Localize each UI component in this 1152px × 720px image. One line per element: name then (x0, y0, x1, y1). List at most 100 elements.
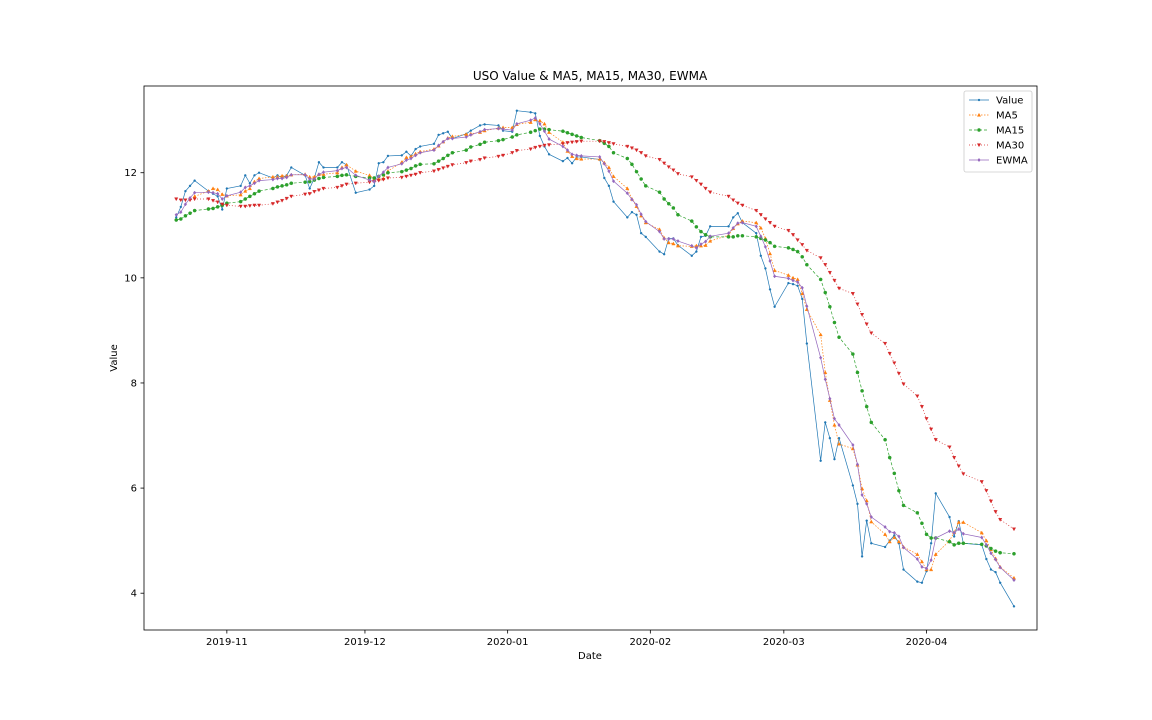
data-point-ewma (892, 530, 896, 535)
data-point-ma15 (574, 134, 579, 138)
data-point-ma5 (979, 530, 984, 535)
data-point-ma30 (772, 224, 777, 229)
data-point-ma30 (482, 156, 487, 161)
data-point-ma5 (666, 240, 671, 245)
data-point-ma30 (956, 464, 961, 469)
data-point-ewma (464, 134, 468, 140)
data-point-ma15 (303, 180, 307, 184)
data-point-ma5 (579, 156, 584, 161)
legend-item-ma15: MA15 (969, 126, 1024, 137)
data-point-ewma (542, 129, 547, 134)
data-point-ewma (533, 116, 537, 121)
data-point-ewma (671, 236, 675, 241)
data-point-ma30 (385, 176, 391, 181)
data-point-ma30 (270, 202, 275, 206)
data-point-ewma (335, 168, 339, 173)
data-point-ewma (832, 416, 837, 421)
data-point-ma15 (257, 189, 261, 193)
data-point-value (354, 191, 357, 194)
data-point-value (920, 581, 924, 584)
data-point-ma30 (602, 140, 607, 144)
data-point-ewma (961, 531, 965, 536)
x-axis: 2019-11 2019-12 2020-01 2020-02 2020-03 2020-… (206, 630, 947, 648)
data-point-ma15 (515, 133, 519, 137)
x-tick-label: 2020-01 (487, 637, 529, 648)
data-point-ma30 (731, 198, 736, 203)
data-point-value (787, 281, 790, 285)
data-point-ma5 (915, 552, 920, 556)
data-point-value (1012, 605, 1016, 608)
data-point-value (193, 179, 196, 182)
data-point-value (851, 484, 855, 487)
data-point-ewma (561, 144, 565, 149)
data-point-ma15 (206, 207, 211, 211)
data-point-ewma (381, 170, 385, 175)
data-point-ma15 (248, 194, 252, 199)
data-point-ma30 (754, 209, 759, 213)
data-point-ma15 (823, 290, 828, 295)
data-point-value (759, 254, 763, 257)
data-point-ma15 (703, 232, 708, 237)
data-point-ewma (174, 212, 178, 217)
data-point-ma15 (676, 212, 680, 217)
data-point-ma15 (837, 335, 841, 340)
data-point-ma30 (790, 233, 796, 237)
data-point-ma30 (418, 171, 423, 175)
data-point-ma30 (579, 139, 584, 144)
data-point-ewma (786, 276, 791, 281)
data-point-ma5 (353, 169, 358, 173)
data-point-ma30 (257, 203, 262, 208)
data-point-value (860, 555, 864, 558)
data-point-ma30 (514, 149, 519, 153)
data-point-ma5 (542, 121, 547, 126)
data-point-ewma (699, 242, 703, 247)
data-point-ma30 (800, 243, 805, 247)
data-point-value (612, 200, 615, 203)
data-point-ewma (639, 212, 643, 217)
data-point-ewma (404, 158, 408, 163)
data-point-value (340, 161, 344, 164)
data-point-value (796, 284, 799, 287)
data-point-ewma (216, 191, 220, 196)
data-point-ma30 (708, 190, 713, 195)
y-axis-title: Value (109, 344, 120, 371)
data-point-ma30 (574, 140, 579, 144)
data-point-ma15 (174, 218, 179, 222)
data-point-ewma (920, 564, 924, 569)
data-point-ma30 (441, 166, 446, 171)
data-point-ma15 (625, 156, 630, 161)
data-point-ewma (413, 153, 418, 158)
data-point-value (929, 542, 933, 545)
data-point-ma15 (211, 206, 215, 211)
data-point-ma30 (376, 179, 381, 183)
data-point-ma5 (896, 539, 901, 544)
data-point-ewma (400, 161, 404, 166)
data-point-ma30 (560, 142, 565, 146)
x-tick-label: 2020-04 (906, 637, 948, 648)
data-point-ewma (321, 170, 326, 175)
data-point-ma5 (703, 243, 708, 247)
data-point-ewma (989, 551, 993, 556)
data-point-ma15 (699, 229, 703, 234)
data-point-value (828, 436, 832, 440)
data-point-ewma (308, 177, 312, 182)
data-point-ewma (289, 172, 293, 177)
data-point-ma15 (735, 233, 740, 238)
data-point-ma5 (243, 189, 248, 193)
data-point-ewma (694, 245, 698, 250)
data-point-ewma (575, 153, 579, 158)
data-point-ma15 (215, 205, 220, 209)
data-point-ewma (285, 175, 289, 180)
data-point-ma15 (832, 320, 837, 325)
data-point-ewma (344, 165, 349, 170)
data-point-ma15 (335, 174, 340, 179)
data-point-value (405, 150, 408, 153)
data-point-ma30 (915, 394, 920, 399)
data-point-ma30 (215, 200, 220, 205)
data-point-ma30 (307, 192, 312, 196)
data-point-value (736, 211, 739, 215)
data-point-value (566, 156, 569, 160)
data-point-ewma (183, 202, 188, 207)
data-point-ma15 (607, 144, 611, 149)
data-point-ma15 (883, 437, 887, 442)
